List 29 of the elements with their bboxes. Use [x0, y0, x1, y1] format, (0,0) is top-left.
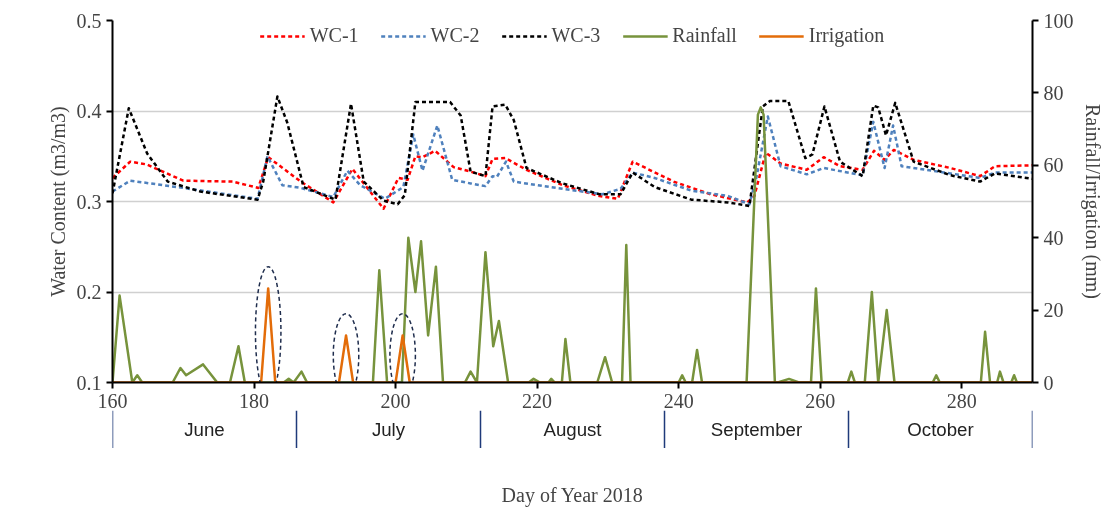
x-tick-label: 220: [522, 389, 553, 412]
legend-label: WC-3: [551, 24, 601, 47]
x-tick-label: 200: [380, 389, 411, 412]
text: October: [907, 419, 974, 441]
y-tick-label: 0.4: [76, 100, 102, 122]
legend-label: WC-2: [430, 24, 480, 47]
y-tick-label: 0.5: [76, 9, 102, 32]
text: June: [184, 419, 225, 441]
x-tick-label: 240: [663, 389, 694, 412]
x-tick-label: 180: [239, 389, 270, 412]
y2-tick-label: 80: [1043, 81, 1064, 104]
y2-tick-label: 60: [1043, 154, 1064, 177]
legend-label: WC-1: [309, 24, 359, 47]
x-axis-title: Day of Year 2018: [501, 483, 643, 507]
y-tick-label: 0.2: [76, 281, 102, 303]
y2-tick-label: 40: [1043, 226, 1064, 249]
y2-tick-label: 0: [1043, 371, 1054, 394]
text: July: [371, 419, 406, 441]
x-tick-label: 280: [946, 389, 977, 412]
text: August: [543, 419, 603, 441]
y-tick-label: 0.3: [76, 190, 102, 213]
legend-label: Rainfall: [672, 24, 737, 47]
x-tick-label: 260: [805, 389, 836, 412]
y2-tick-label: 100: [1043, 9, 1074, 32]
legend-label: Irrigation: [808, 24, 885, 47]
y2-axis-title: Rainfall/Irrigation (mm): [1080, 104, 1104, 299]
y-axis-title: Water Content (m3/m3): [46, 106, 70, 297]
y2-tick-label: 20: [1043, 299, 1064, 322]
text: September: [710, 419, 803, 441]
